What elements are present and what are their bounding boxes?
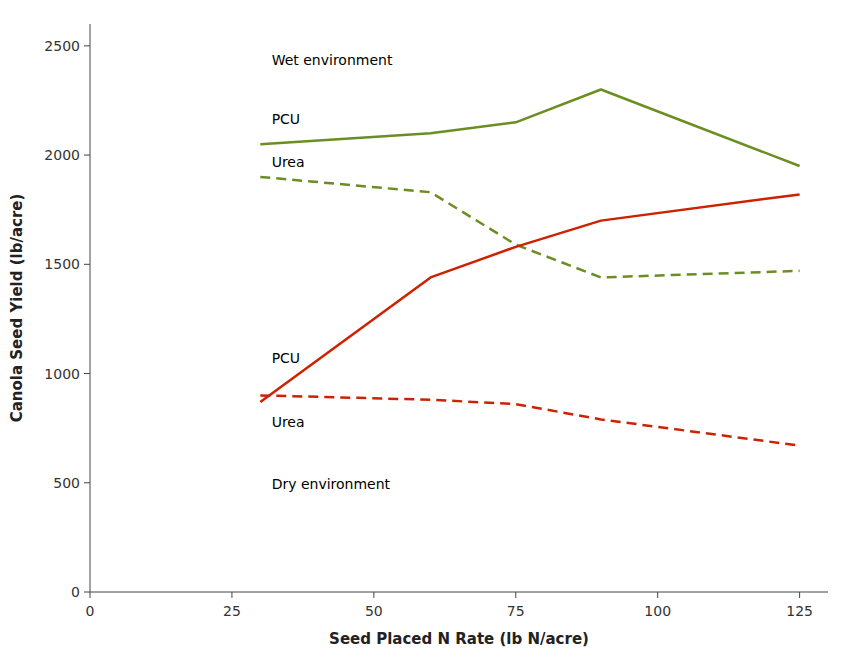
series-line xyxy=(260,90,799,166)
annotation: Dry environment xyxy=(272,476,391,492)
y-tick xyxy=(84,45,90,46)
y-tick-label: 2000 xyxy=(44,147,80,163)
x-tick-label: 0 xyxy=(86,603,95,619)
y-tick xyxy=(84,155,90,156)
x-tick-label: 25 xyxy=(223,603,241,619)
x-tick xyxy=(231,592,232,598)
y-axis-label: Canola Seed Yield (lb/acre) xyxy=(8,194,26,423)
x-tick xyxy=(657,592,658,598)
y-tick-label: 1000 xyxy=(44,366,80,382)
y-tick xyxy=(84,482,90,483)
annotation: PCU xyxy=(272,350,300,366)
annotation: Wet environment xyxy=(272,52,393,68)
y-tick-label: 2500 xyxy=(44,38,80,54)
x-tick xyxy=(90,592,91,598)
chart: 0 25 50 75 100 125 0 500 1000 1500 2000 2500 Seed Pl… xyxy=(0,0,852,662)
y-tick xyxy=(84,592,90,593)
plot-area xyxy=(260,90,799,446)
axes: 0 25 50 75 100 125 0 500 1000 1500 2000 2500 xyxy=(44,24,828,619)
x-axis-label: Seed Placed N Rate (lb N/acre) xyxy=(329,630,589,648)
y-axis-line xyxy=(90,24,91,592)
x-tick-label: 75 xyxy=(507,603,525,619)
y-tick xyxy=(84,264,90,265)
series-line xyxy=(260,395,799,445)
x-tick xyxy=(373,592,374,598)
x-tick-label: 50 xyxy=(365,603,383,619)
x-tick xyxy=(515,592,516,598)
y-tick-label: 500 xyxy=(53,475,80,491)
y-tick xyxy=(84,373,90,374)
series-line xyxy=(260,194,799,402)
y-tick-label: 1500 xyxy=(44,256,80,272)
annotation: PCU xyxy=(272,111,300,127)
x-axis-line xyxy=(90,592,828,593)
series-line xyxy=(260,177,799,277)
y-tick-label: 0 xyxy=(71,584,80,600)
annotation: Urea xyxy=(272,154,305,170)
x-tick xyxy=(799,592,800,598)
x-tick-label: 125 xyxy=(786,603,813,619)
x-tick-label: 100 xyxy=(644,603,671,619)
annotation: Urea xyxy=(272,414,305,430)
